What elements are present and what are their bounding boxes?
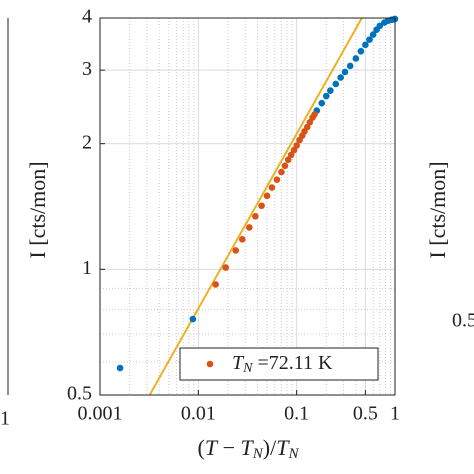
legend-label: TN =72.11 K	[232, 352, 333, 377]
y-tick-label: 4	[82, 6, 92, 28]
point	[357, 47, 365, 55]
point	[322, 92, 330, 100]
y-tick-label: 2	[82, 131, 92, 153]
point	[366, 36, 373, 43]
point	[311, 111, 318, 118]
x-tick-label: 0.5	[353, 403, 378, 425]
frame	[99, 17, 396, 396]
y-tick-label: 0.5	[67, 383, 92, 405]
legend-part: =72.11 K	[252, 352, 333, 374]
point	[346, 62, 354, 70]
y-tick-label: 1	[82, 257, 92, 279]
point	[212, 281, 219, 288]
x-tick-label: 0.1	[284, 403, 309, 425]
point	[341, 68, 349, 76]
point	[337, 74, 344, 81]
point	[268, 184, 276, 191]
point	[278, 168, 285, 176]
point	[284, 156, 292, 164]
neighbor-ylabel: I [cts/mon]	[425, 161, 450, 258]
point	[273, 176, 281, 183]
y-tick-label: 3	[82, 58, 92, 80]
point	[116, 364, 124, 372]
point	[362, 41, 369, 49]
point	[239, 236, 246, 243]
x-label-part: T	[276, 435, 290, 460]
point	[258, 202, 265, 210]
x-label-part: )/	[263, 435, 277, 460]
point	[189, 315, 197, 323]
legend-part: N	[242, 361, 253, 376]
point	[281, 162, 289, 170]
plot-area	[100, 18, 395, 395]
point	[252, 212, 259, 220]
point	[293, 142, 300, 149]
point	[318, 99, 326, 107]
point	[263, 192, 271, 200]
fit-line	[148, 18, 363, 395]
x-label-part: T	[241, 435, 255, 460]
y-axis-label: I [cts/mon]	[25, 161, 50, 258]
neighbor-tick: 1	[0, 408, 10, 430]
x-tick-label: 0.01	[181, 403, 216, 425]
legend-marker	[206, 360, 214, 368]
point	[332, 80, 340, 88]
x-tick-label: 0.001	[78, 403, 123, 425]
point	[376, 22, 384, 30]
x-axis-label: (T − TN)/TN	[198, 435, 300, 462]
point	[232, 247, 240, 254]
x-label-part: −	[217, 435, 240, 460]
point	[352, 55, 360, 62]
point	[369, 31, 377, 38]
point	[287, 151, 295, 159]
point	[327, 87, 334, 94]
x-label-part: N	[287, 446, 299, 462]
point	[222, 264, 230, 271]
legend-part: T	[232, 352, 245, 374]
point	[246, 224, 253, 231]
x-label-part: T	[205, 435, 219, 460]
neighbor-tick: 0.5	[452, 310, 474, 332]
x-label-part: (	[198, 435, 205, 460]
x-tick-label: 1	[390, 403, 400, 425]
point	[306, 119, 314, 126]
point	[303, 123, 311, 131]
x-label-part: N	[252, 446, 264, 462]
